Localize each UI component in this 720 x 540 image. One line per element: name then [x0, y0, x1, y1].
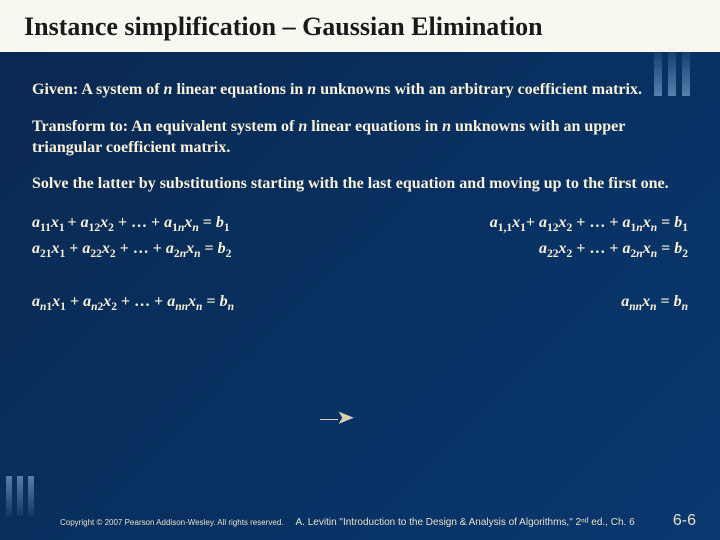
- citation-text: A. Levitin "Introduction to the Design &…: [296, 517, 661, 528]
- paragraph-transform: Transform to: An equivalent system of n …: [32, 117, 688, 159]
- footer: Copyright © 2007 Pearson Addison-Wesley.…: [60, 512, 696, 530]
- copyright-text: Copyright © 2007 Pearson Addison-Wesley.…: [60, 518, 284, 527]
- equations-row-1-2: a11x1 + a12x2 + … + a1nxn = b1 a21x1 + a…: [32, 211, 688, 263]
- page-number: 6-6: [673, 512, 696, 530]
- arrow-icon: ⎯⎯➤: [320, 408, 355, 429]
- equations-right: a1,1x1+ a12x2 + … + a1nxn = b1 a22x2 + ……: [490, 211, 688, 263]
- paragraph-solve: Solve the latter by substitutions starti…: [32, 174, 688, 195]
- equations-left: a11x1 + a12x2 + … + a1nxn = b1 a21x1 + a…: [32, 211, 231, 263]
- slide-body: Given: A system of n linear equations in…: [0, 52, 720, 313]
- decoration-top-right: [654, 48, 690, 96]
- slide-title: Instance simplification – Gaussian Elimi…: [24, 12, 696, 42]
- equation-right-n: annxn = bn: [621, 293, 688, 313]
- paragraph-given: Given: A system of n linear equations in…: [32, 80, 688, 101]
- equations-row-n: an1x1 + an2x2 + … + annxn = bn annxn = b…: [32, 293, 688, 313]
- equation-left-n: an1x1 + an2x2 + … + annxn = bn: [32, 293, 234, 313]
- decoration-bottom-left: [6, 476, 34, 516]
- title-bar: Instance simplification – Gaussian Elimi…: [0, 0, 720, 52]
